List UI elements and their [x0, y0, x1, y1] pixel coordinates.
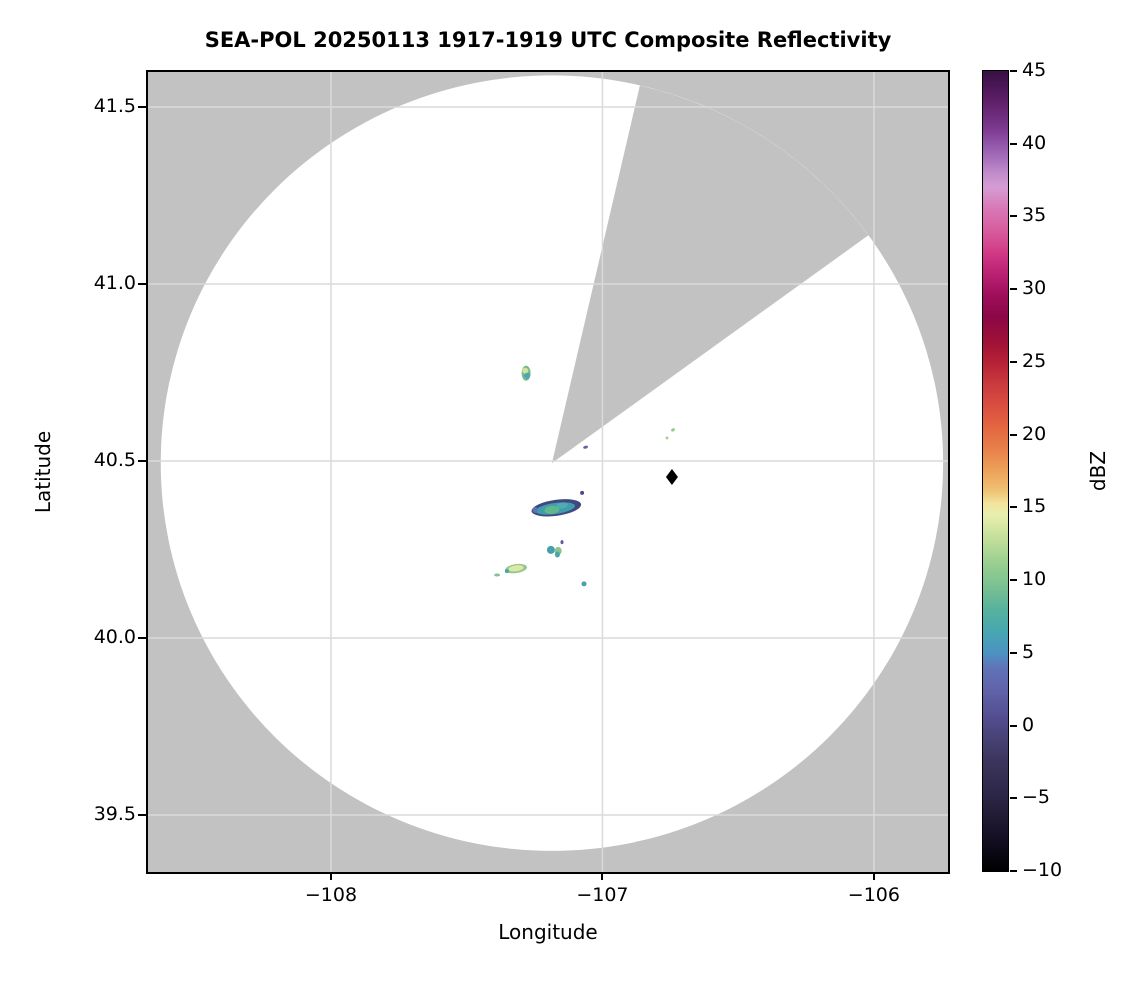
colorbar-tick-label: 5: [1022, 640, 1035, 663]
reflectivity-echo: [580, 490, 585, 495]
colorbar-tick-mark: [1010, 288, 1017, 291]
reflectivity-echo: [583, 445, 589, 449]
colorbar: [982, 70, 1009, 872]
colorbar-tick-label: 20: [1022, 422, 1047, 445]
reflectivity-echo: [665, 436, 669, 440]
colorbar-tick-label: −10: [1022, 859, 1063, 881]
colorbar-tick-label: 40: [1022, 131, 1047, 154]
colorbar-tick-mark: [1010, 215, 1017, 218]
y-tick-label: 41.0: [93, 272, 136, 295]
colorbar-tick-label: 10: [1022, 568, 1047, 591]
reflectivity-echo: [508, 565, 524, 572]
y-tick-mark: [138, 637, 146, 640]
site-marker-diamond: [665, 468, 678, 485]
y-axis-label: Latitude: [31, 430, 55, 514]
x-tick-mark: [329, 872, 332, 880]
colorbar-tick-label: 45: [1022, 59, 1047, 81]
reflectivity-echo: [581, 581, 587, 587]
reflectivity-echo: [554, 551, 560, 558]
colorbar-tick-mark: [1010, 433, 1017, 436]
colorbar-tick-mark: [1010, 797, 1017, 800]
colorbar-tick-label: 0: [1022, 713, 1035, 736]
colorbar-tick-mark: [1010, 651, 1017, 654]
reflectivity-echo: [560, 540, 564, 545]
reflectivity-echo: [556, 502, 568, 509]
reflectivity-map: [148, 72, 948, 872]
colorbar-tick-label: −5: [1022, 786, 1051, 809]
y-tick-mark: [138, 106, 146, 109]
y-tick-label: 39.5: [93, 803, 136, 825]
colorbar-tick-mark: [1010, 724, 1017, 727]
y-tick-label: 41.5: [93, 95, 136, 118]
x-tick-mark: [601, 872, 604, 880]
reflectivity-echo: [546, 545, 555, 554]
y-tick-mark: [138, 814, 146, 816]
colorbar-tick-label: 35: [1022, 204, 1047, 227]
y-tick-label: 40.0: [93, 626, 136, 649]
reflectivity-echo: [532, 506, 538, 513]
x-tick-label: −108: [304, 884, 358, 906]
colorbar-tick-label: 30: [1022, 277, 1047, 300]
plot-title: SEA-POL 20250113 1917-1919 UTC Composite…: [204, 28, 892, 52]
reflectivity-echo: [522, 367, 529, 374]
reflectivity-echo: [494, 573, 501, 577]
y-tick-mark: [138, 460, 146, 463]
colorbar-tick-mark: [1010, 142, 1017, 145]
colorbar-tick-mark: [1010, 870, 1017, 872]
colorbar-tick-mark: [1010, 360, 1017, 363]
colorbar-gradient: [983, 71, 1008, 871]
colorbar-tick-label: 25: [1022, 349, 1047, 372]
colorbar-label: dBZ: [1086, 450, 1110, 492]
y-tick-label: 40.5: [93, 449, 136, 472]
colorbar-tick-mark: [1010, 70, 1017, 72]
reflectivity-echo: [671, 428, 675, 432]
reflectivity-echo: [544, 505, 560, 514]
y-tick-mark: [138, 283, 146, 286]
colorbar-tick-label: 15: [1022, 495, 1047, 518]
x-tick-label: −107: [576, 884, 629, 906]
reflectivity-echo: [504, 569, 509, 574]
colorbar-tick-mark: [1010, 506, 1017, 509]
colorbar-tick-mark: [1010, 579, 1017, 582]
x-axis-label: Longitude: [498, 920, 598, 944]
blocked-sector: [551, 85, 869, 464]
reflectivity-echo: [524, 372, 531, 379]
no-coverage-region: [148, 72, 948, 872]
plot-area: [146, 70, 950, 874]
x-tick-label: −106: [847, 884, 900, 906]
x-tick-mark: [872, 872, 875, 880]
